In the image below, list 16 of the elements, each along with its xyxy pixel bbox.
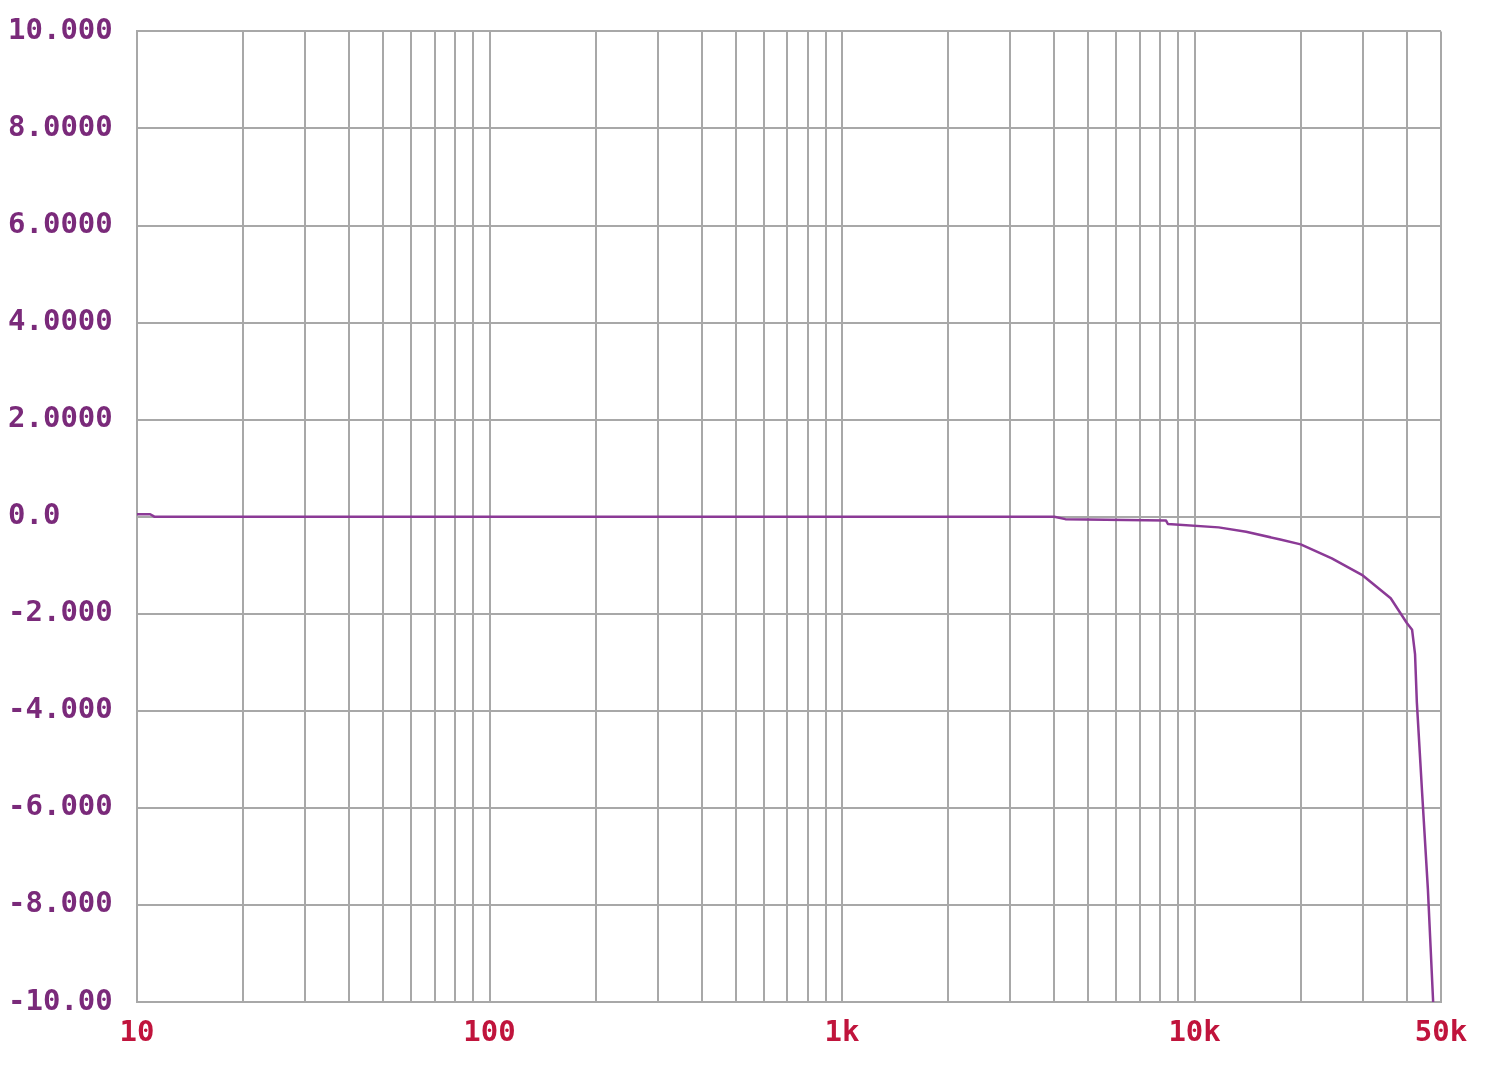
y-tick-label: 10.000	[8, 11, 113, 46]
y-tick-label: -4.000	[8, 691, 113, 726]
x-tick-label: 1k	[824, 1013, 860, 1048]
x-tick-label: 10k	[1168, 1013, 1221, 1048]
y-tick-label: -10.00	[8, 982, 113, 1017]
y-tick-label: -8.000	[8, 885, 113, 920]
y-tick-label: 2.0000	[8, 400, 113, 435]
x-tick-label: 100	[463, 1013, 516, 1048]
y-tick-label: -2.000	[8, 594, 113, 629]
y-tick-label: -6.000	[8, 788, 113, 823]
x-tick-label: 50k	[1414, 1013, 1468, 1048]
x-tick-label: 10	[119, 1013, 155, 1048]
y-tick-label: 6.0000	[8, 206, 113, 241]
y-tick-label: 4.0000	[8, 303, 113, 338]
y-tick-label: 0.0	[8, 497, 61, 532]
y-tick-label: 8.0000	[8, 108, 113, 143]
